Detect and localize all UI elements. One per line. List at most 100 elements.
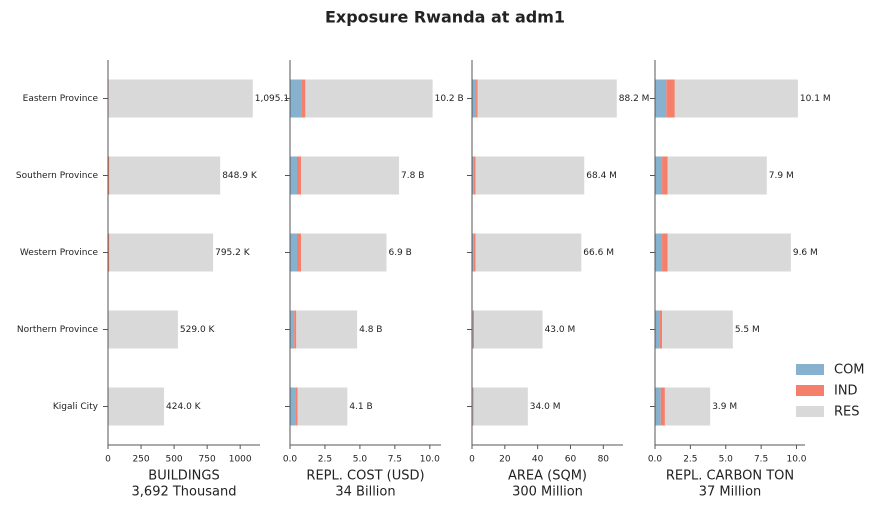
total-label: 10.1 M xyxy=(800,94,831,104)
bar-segment xyxy=(662,156,668,195)
total-label: 68.4 M xyxy=(586,171,617,181)
bar-segment xyxy=(108,310,178,349)
bar-segment xyxy=(655,79,667,118)
total-label: 7.8 B xyxy=(401,171,424,181)
total-label: 9.6 M xyxy=(793,248,818,258)
bar-segment xyxy=(294,310,297,349)
x-tick-label: 80 xyxy=(598,455,610,465)
total-label: 7.9 M xyxy=(769,171,794,181)
bar-segment xyxy=(473,387,528,426)
total-label: 848.9 K xyxy=(222,171,258,181)
bar-segment xyxy=(655,233,663,272)
x-axis-note: 34 Billion xyxy=(335,485,395,500)
legend-label: IND xyxy=(834,384,858,399)
x-tick-label: 0.0 xyxy=(648,455,663,465)
bar-segment xyxy=(477,79,617,118)
bar-segment xyxy=(295,387,298,426)
bar-segment xyxy=(290,156,297,195)
total-label: 3.9 M xyxy=(712,402,737,412)
bar-segment xyxy=(666,79,675,118)
x-axis-note: 37 Million xyxy=(699,485,762,500)
bar-segment xyxy=(476,79,478,118)
total-label: 34.0 M xyxy=(530,402,561,412)
x-tick-label: 7.5 xyxy=(754,455,768,465)
legend-label: RES xyxy=(834,405,860,420)
x-tick-label: 1000 xyxy=(229,455,252,465)
bar-segment xyxy=(674,79,798,118)
bar-segment xyxy=(301,79,306,118)
x-tick-label: 2.5 xyxy=(683,455,697,465)
legend-swatch xyxy=(796,406,824,417)
bar-segment xyxy=(475,156,585,195)
bar-segment xyxy=(108,387,165,426)
bar-segment xyxy=(655,310,660,349)
bar-segment xyxy=(290,79,302,118)
total-label: 4.8 B xyxy=(359,325,382,335)
bar-segment xyxy=(472,233,474,272)
y-tick-label: Western Province xyxy=(20,248,99,258)
bar-segment xyxy=(660,387,665,426)
x-axis-label: AREA (SQM) xyxy=(508,469,587,484)
bar-segment xyxy=(108,79,253,118)
bar-segment xyxy=(296,233,302,272)
x-axis-label: BUILDINGS xyxy=(148,469,219,484)
bar-segment xyxy=(655,387,661,426)
x-tick-label: 0 xyxy=(105,455,111,465)
bar-segment xyxy=(472,310,475,349)
legend-swatch xyxy=(796,364,824,375)
bar-segment xyxy=(472,79,477,118)
bar-segment xyxy=(297,387,348,426)
bar-segment xyxy=(472,387,474,426)
bar-segment xyxy=(472,156,474,195)
total-label: 10.2 B xyxy=(435,94,464,104)
x-tick-label: 2.5 xyxy=(318,455,332,465)
total-label: 4.1 B xyxy=(349,402,372,412)
x-tick-label: 10.0 xyxy=(786,455,806,465)
bar-segment xyxy=(109,156,221,195)
total-label: 66.6 M xyxy=(583,248,614,258)
bar-segment xyxy=(662,310,733,349)
total-label: 6.9 B xyxy=(388,248,411,258)
bar-segment xyxy=(301,233,387,272)
total-label: 43.0 M xyxy=(545,325,576,335)
bar-segment xyxy=(664,387,711,426)
x-tick-label: 10.0 xyxy=(420,455,440,465)
bar-segment xyxy=(667,233,791,272)
total-label: 795.2 K xyxy=(215,248,251,258)
bar-segment xyxy=(473,156,476,195)
x-tick-label: 20 xyxy=(499,455,511,465)
y-tick-label: Eastern Province xyxy=(23,94,99,104)
x-axis-label: REPL. COST (USD) xyxy=(306,469,424,484)
x-tick-label: 0.0 xyxy=(283,455,298,465)
x-tick-label: 250 xyxy=(132,455,149,465)
x-tick-label: 5.0 xyxy=(353,455,368,465)
bar-segment xyxy=(296,310,358,349)
bar-segment xyxy=(290,310,295,349)
y-tick-label: Northern Province xyxy=(17,325,99,335)
total-label: 1,095.1 K xyxy=(255,94,299,104)
legend-label: COM xyxy=(834,363,865,378)
bar-segment xyxy=(474,310,543,349)
bar-segment xyxy=(109,233,214,272)
bar-segment xyxy=(662,233,668,272)
bar-segment xyxy=(667,156,767,195)
bar-segment xyxy=(659,310,663,349)
y-tick-label: Southern Province xyxy=(16,171,99,181)
x-tick-label: 7.5 xyxy=(388,455,402,465)
x-tick-label: 500 xyxy=(165,455,182,465)
x-tick-label: 40 xyxy=(532,455,544,465)
x-axis-note: 300 Million xyxy=(512,485,583,500)
x-tick-label: 750 xyxy=(199,455,216,465)
total-label: 529.0 K xyxy=(180,325,216,335)
bar-segment xyxy=(296,156,302,195)
bar-segment xyxy=(290,387,296,426)
x-tick-label: 60 xyxy=(565,455,577,465)
bar-segment xyxy=(475,233,582,272)
x-tick-label: 0 xyxy=(469,455,475,465)
chart-title: Exposure Rwanda at adm1 xyxy=(325,8,565,27)
x-axis-label: REPL. CARBON TON xyxy=(666,469,794,484)
total-label: 5.5 M xyxy=(735,325,760,335)
bar-segment xyxy=(301,156,400,195)
